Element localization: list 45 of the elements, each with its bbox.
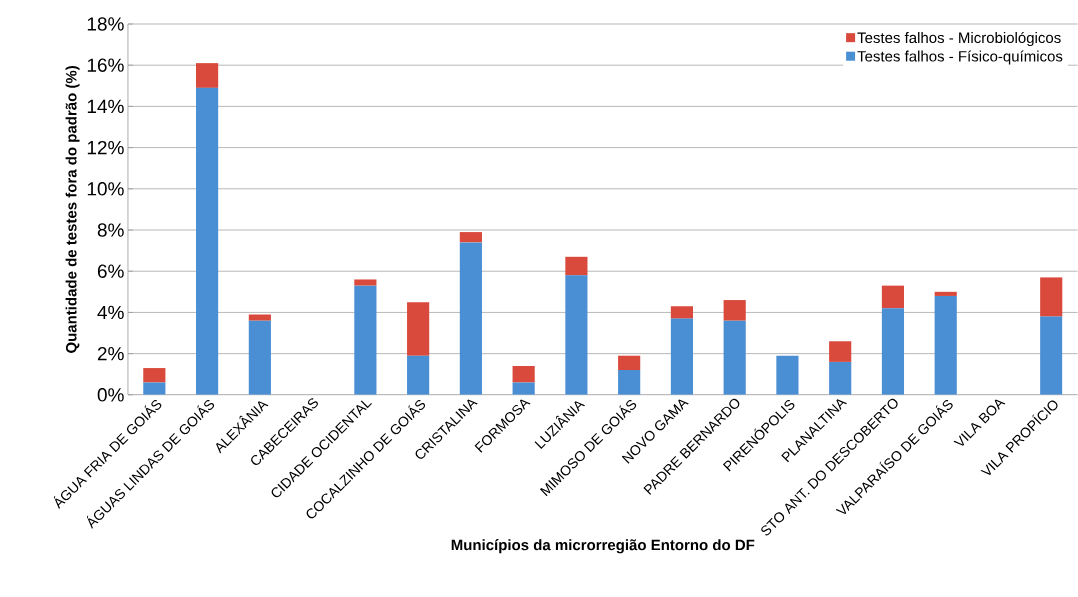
bar: [776, 355, 799, 395]
bar: [354, 285, 377, 395]
legend-label: Testes falhos - Microbiológicos: [857, 32, 1061, 47]
y-tick-label: 16%: [87, 58, 124, 73]
bar: [670, 306, 693, 319]
bar: [512, 366, 535, 383]
bar: [934, 296, 957, 395]
y-tick-label: 14%: [87, 99, 124, 114]
bar: [143, 382, 166, 395]
bar: [248, 314, 271, 321]
bar: [248, 320, 271, 395]
bar: [881, 308, 905, 395]
bar: [407, 302, 430, 356]
bar: [618, 355, 641, 371]
bar: [723, 320, 746, 395]
bar: [670, 318, 693, 395]
bar: [829, 341, 852, 362]
bar: [1040, 277, 1063, 317]
bar: [354, 279, 377, 286]
bar: [459, 232, 482, 243]
y-tick-label: 6%: [97, 264, 124, 279]
bar: [196, 63, 219, 88]
y-axis-title: Quantidade de testes fora do padrão (%): [65, 66, 80, 354]
y-tick-label: 10%: [87, 182, 124, 196]
x-axis-title: Municípios da microrregião Entorno do DF: [451, 539, 755, 554]
bar: [881, 285, 905, 309]
y-tick-label: 18%: [87, 17, 124, 31]
bar: [196, 87, 219, 395]
y-tick-label: 8%: [97, 223, 124, 237]
y-tick-label: 4%: [97, 305, 124, 320]
y-tick-label: 2%: [97, 347, 124, 361]
bar: [1040, 316, 1063, 395]
bar: [565, 256, 588, 276]
bar: [565, 275, 588, 395]
legend-label: Testes falhos - Físico-químicos: [857, 50, 1063, 65]
bar: [143, 368, 166, 383]
bar: [723, 300, 746, 321]
y-tick-label: 12%: [87, 141, 124, 155]
bar: [459, 242, 482, 395]
bar: [618, 370, 641, 395]
bar: [512, 382, 535, 395]
y-tick-label: 0%: [97, 388, 124, 402]
bar: [407, 355, 430, 395]
bar: [934, 291, 957, 297]
bar: [829, 361, 852, 395]
